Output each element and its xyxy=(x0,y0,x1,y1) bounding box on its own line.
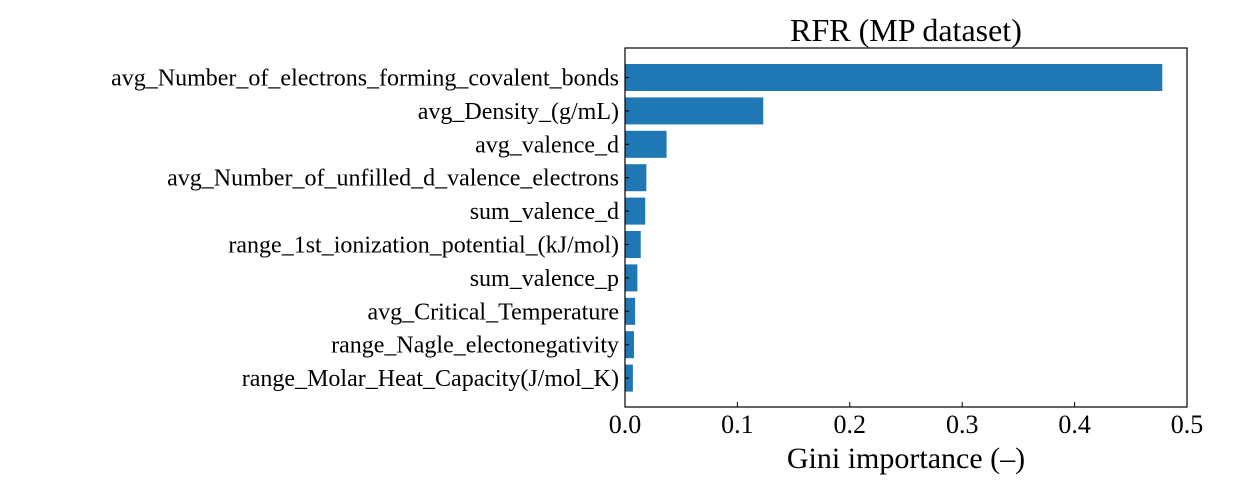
bar xyxy=(625,197,646,225)
category-label: range_Nagle_electonegativity xyxy=(331,333,619,359)
bar xyxy=(625,130,667,158)
axes-frame xyxy=(624,47,1188,408)
category-label: range_Molar_Heat_Capacity(J/mol_K) xyxy=(242,366,619,392)
category-label: avg_valence_d xyxy=(475,132,619,158)
category-label: avg_Critical_Temperature xyxy=(367,299,619,325)
chart-title: RFR (MP dataset) xyxy=(790,12,1022,48)
bar xyxy=(625,64,1163,91)
x-tick-label: 0.4 xyxy=(1058,410,1091,439)
category-label: avg_Number_of_unfilled_d_valence_electro… xyxy=(167,166,619,192)
x-tick-label: 0.0 xyxy=(609,410,642,439)
x-axis-label: Gini importance (–) xyxy=(787,442,1025,475)
x-tick-label: 0.5 xyxy=(1171,410,1204,439)
category-label: avg_Density_(g/mL) xyxy=(418,99,619,125)
bars-group xyxy=(625,64,1163,392)
x-tick-label: 0.3 xyxy=(946,410,979,439)
x-tick-label: 0.2 xyxy=(834,410,867,439)
category-label: range_1st_ionization_potential_(kJ/mol) xyxy=(228,233,619,259)
bar xyxy=(625,97,764,125)
category-label: sum_valence_p xyxy=(470,266,619,292)
category-labels-group: avg_Number_of_electrons_forming_covalent… xyxy=(111,66,629,392)
bar xyxy=(625,297,636,325)
x-tick-label: 0.1 xyxy=(721,410,754,439)
bar xyxy=(625,264,638,292)
bar xyxy=(625,164,647,192)
bar xyxy=(625,331,634,359)
category-label: sum_valence_d xyxy=(470,199,619,225)
bar xyxy=(625,231,641,258)
category-label: avg_Number_of_electrons_forming_covalent… xyxy=(111,66,619,92)
x-ticks-group: 0.0 0.1 0.2 0.3 0.4 0.5 xyxy=(609,402,1204,439)
